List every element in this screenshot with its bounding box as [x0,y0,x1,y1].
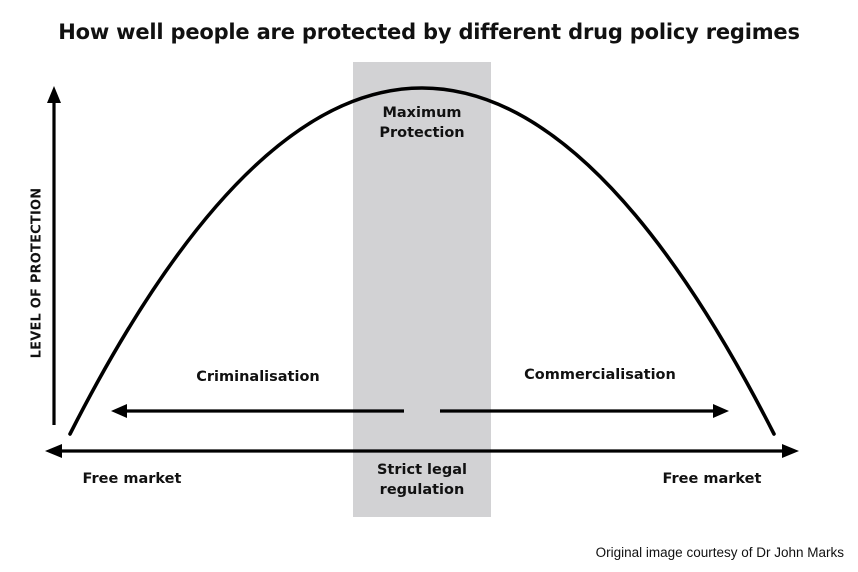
peak-label: Maximum Protection [379,105,465,141]
x-axis-right-arrowhead [782,444,799,458]
image-credit: Original image courtesy of Dr John Marks [595,545,844,560]
diagram-title: How well people are protected by differe… [58,20,800,44]
strict-regulation-label: Strict legal regulation [376,462,467,498]
criminalisation-label: Criminalisation [196,369,320,385]
y-axis-label: LEVEL OF PROTECTION [29,187,45,359]
left-free-market-label: Free market [82,471,182,487]
commercialisation-label: Commercialisation [524,367,676,383]
strict-regulation-band [353,62,491,517]
x-axis-left-arrowhead [45,444,62,458]
right-free-market-label: Free market [662,471,762,487]
criminalisation-arrowhead [111,404,127,418]
protection-curve [68,86,776,436]
y-axis-arrowhead [47,86,61,103]
commercialisation-arrowhead [713,404,729,418]
